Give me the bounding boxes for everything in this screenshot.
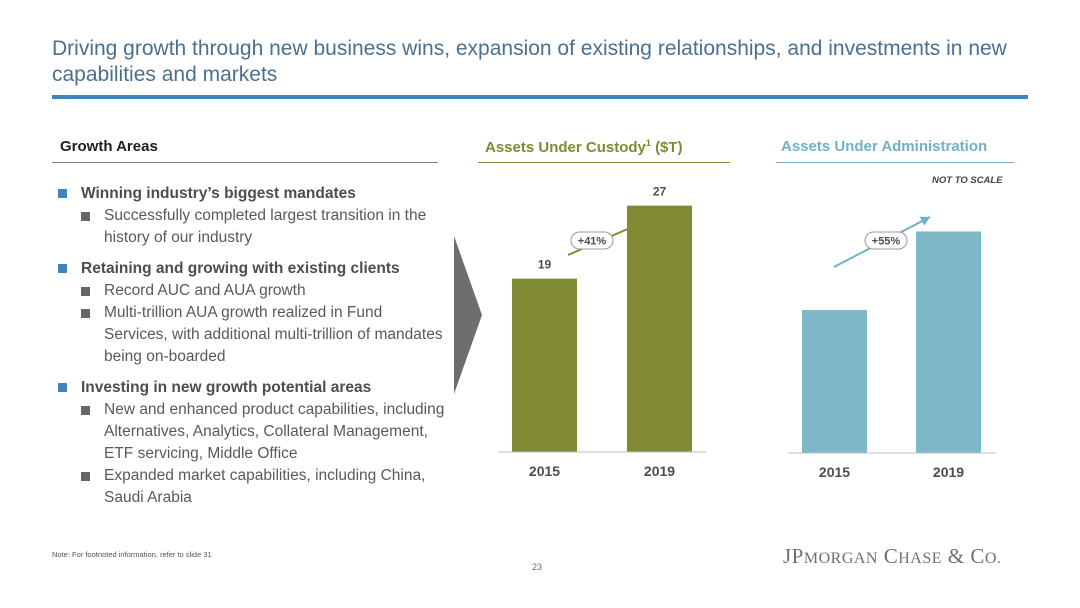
- aua-bar-2019: [916, 231, 981, 453]
- auc-growth-arrowhead: [644, 216, 655, 226]
- not-to-scale-note: NOT TO SCALE: [932, 175, 1003, 186]
- square-bullet-icon: [58, 264, 67, 273]
- aua-x-tick-2019: 2019: [933, 464, 964, 480]
- sub-list-item: Successfully completed largest transitio…: [58, 205, 448, 249]
- list-item: Investing in new growth potential areas: [58, 377, 448, 399]
- list-item: Retaining and growing with existing clie…: [58, 258, 448, 280]
- company-logo: JPMORGAN CHASE & CO.: [783, 544, 1002, 568]
- page-number: 23: [532, 562, 543, 572]
- auc-bar-2015: [512, 278, 577, 452]
- aua-chart-title: Assets Under Administration: [781, 138, 988, 155]
- growth-areas-divider: [52, 162, 438, 163]
- title-divider: [52, 95, 1028, 99]
- square-bullet-icon: [81, 212, 90, 221]
- aua-x-tick-2015: 2015: [819, 464, 850, 480]
- list-item: Winning industry’s biggest mandates: [58, 183, 448, 205]
- auc-bar-2019: [627, 205, 692, 452]
- auc-growth-label: +41%: [578, 236, 607, 248]
- sub-list-item: Multi-trillion AUA growth realized in Fu…: [58, 302, 448, 368]
- auc-x-tick-2019: 2019: [644, 463, 675, 479]
- auc-value-label-2019: 27: [653, 185, 667, 199]
- square-bullet-icon: [81, 309, 90, 318]
- auc-divider: [478, 162, 730, 163]
- auc-growth-badge: [570, 231, 614, 250]
- auc-chart-title: Assets Under Custody1 ($T): [485, 138, 683, 156]
- chevron-right-icon: [454, 236, 482, 394]
- square-bullet-icon: [81, 406, 90, 415]
- sub-list-item: New and enhanced product capabilities, i…: [58, 399, 448, 465]
- square-bullet-icon: [81, 287, 90, 296]
- growth-areas-list: Winning industry’s biggest mandates Succ…: [58, 183, 448, 509]
- square-bullet-icon: [58, 383, 67, 392]
- auc-title-main: Assets Under Custody: [485, 139, 646, 156]
- sub-list-item: Expanded market capabilities, including …: [58, 465, 448, 509]
- auc-value-label-2015: 19: [538, 258, 552, 272]
- auc-title-footnote: 1: [645, 138, 651, 148]
- aua-growth-arrowhead: [919, 216, 930, 226]
- sub-list-item: Record AUC and AUA growth: [58, 280, 448, 302]
- page-title: Driving growth through new business wins…: [52, 37, 1007, 86]
- aua-divider: [776, 162, 1014, 163]
- aua-growth-label: +55%: [872, 236, 901, 248]
- footnote: Note: For footnoted information, refer t…: [52, 550, 212, 559]
- growth-areas-heading: Growth Areas: [60, 138, 158, 155]
- aua-growth-badge: [864, 231, 908, 250]
- square-bullet-icon: [58, 189, 67, 198]
- auc-bar-chart: 2015 19 2019 27 +41%: [498, 185, 706, 479]
- aua-bar-2015: [802, 310, 867, 453]
- square-bullet-icon: [81, 472, 90, 481]
- auc-x-tick-2015: 2015: [529, 463, 560, 479]
- aua-bar-chart: 2015 2019 +55%: [788, 216, 996, 480]
- auc-title-unit: ($T): [655, 139, 683, 156]
